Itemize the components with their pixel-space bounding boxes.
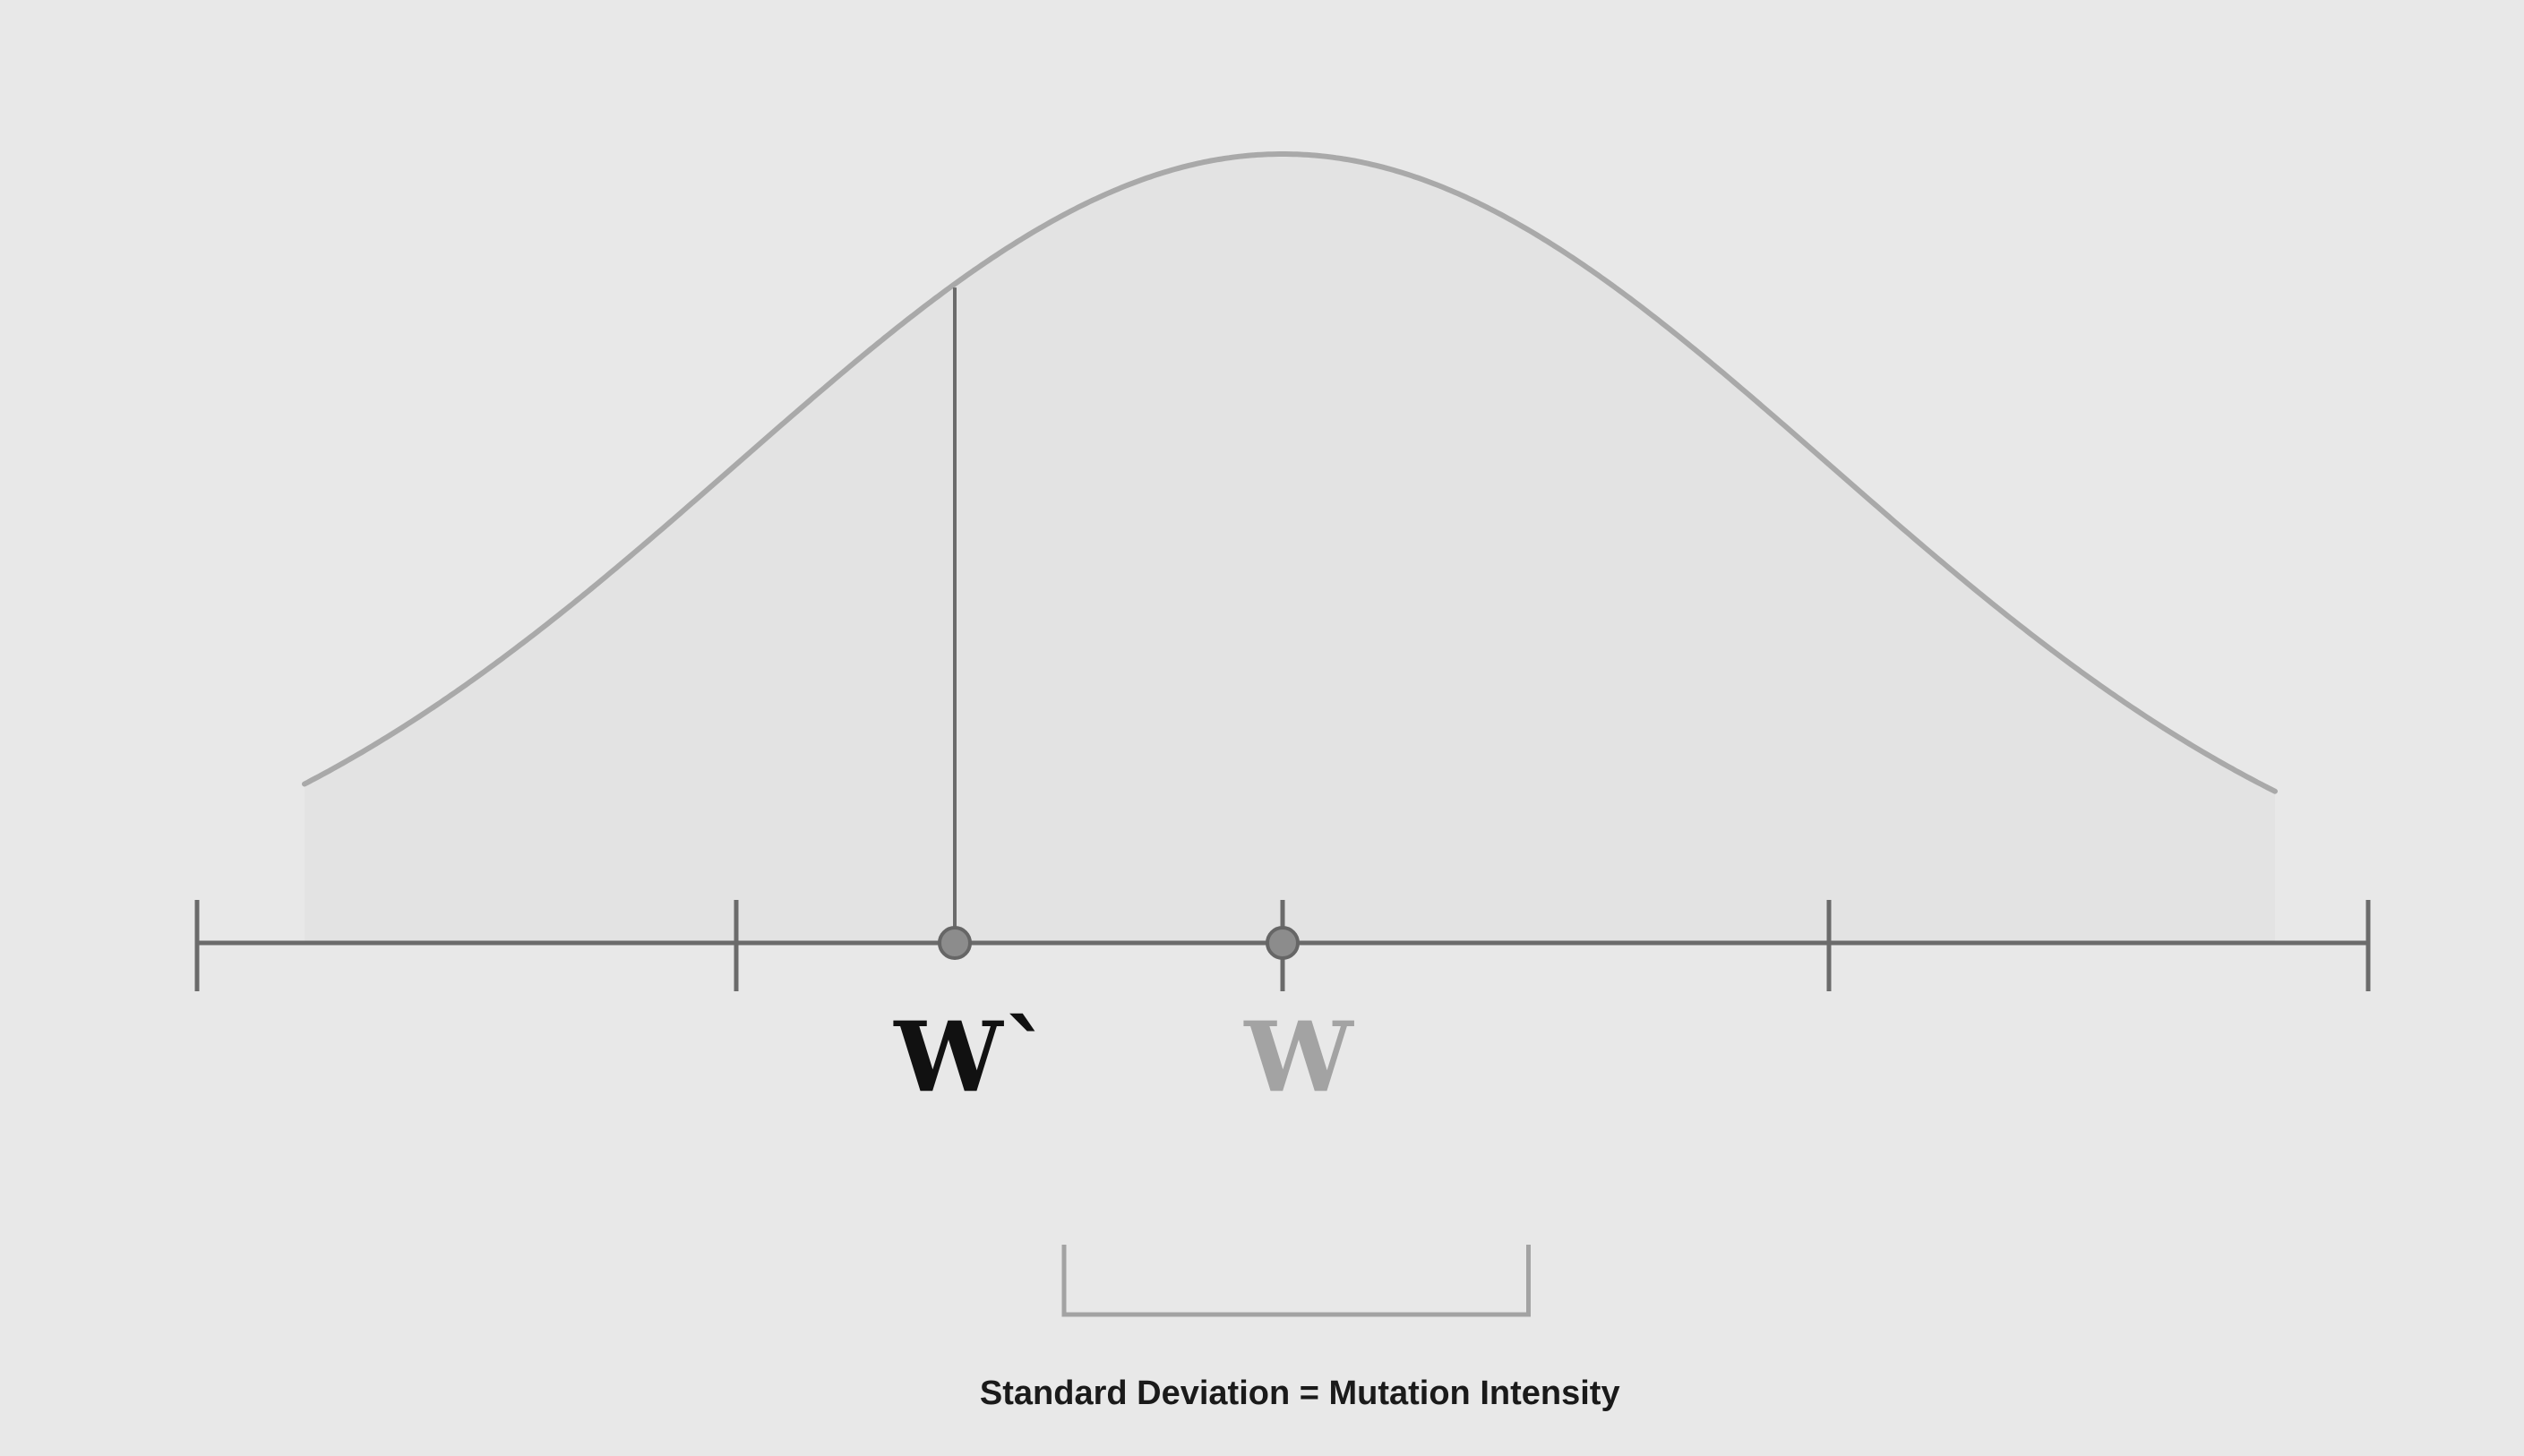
standard-deviation-caption: Standard Deviation = Mutation Intensity: [980, 1375, 1620, 1412]
original-weight-point: [1266, 926, 1300, 960]
distribution-area: [305, 154, 2275, 943]
mutated-weight-point: [938, 926, 972, 960]
standard-deviation-bracket: [1061, 1245, 1531, 1317]
original-weight-label: W: [1243, 1001, 1354, 1114]
distribution-curve: [302, 151, 2278, 794]
mutated-weight-label: W`: [893, 1001, 1051, 1114]
